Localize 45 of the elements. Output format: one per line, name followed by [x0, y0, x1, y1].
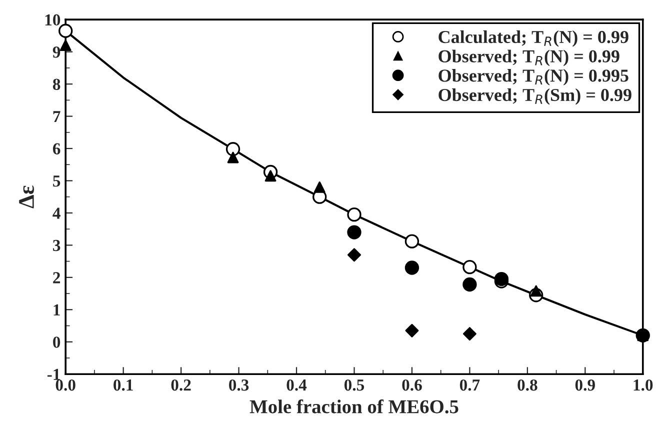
point [462, 277, 477, 292]
x-tick-label: 1.0 [634, 379, 653, 391]
y-tick-label: 6 [52, 143, 60, 154]
x-tick-label: 0.6 [402, 379, 422, 391]
point [462, 327, 476, 341]
y-tick-label: 5 [53, 176, 60, 187]
point [60, 40, 72, 52]
x-tick-label: 0.9 [575, 379, 595, 391]
x-axis-title: Mole fraction of ME6O.5 [250, 399, 458, 414]
y-tick-label: 9 [52, 46, 60, 58]
y-tick-label: 7 [53, 111, 60, 122]
y-tick-label: 3 [53, 240, 60, 252]
x-tick-label: 0.2 [171, 379, 191, 391]
y-axis-title: Δε [19, 186, 34, 208]
point [404, 260, 420, 275]
x-tick-label: 0.7 [460, 379, 480, 391]
point [227, 152, 239, 164]
x-tick-label: 0.5 [344, 379, 364, 391]
point [462, 260, 477, 274]
legend-label: Observed; T$_{R}$(Sm) = 0.99 [438, 88, 632, 105]
legend-label: Observed; T$_{R}$(N) = 0.99 [438, 50, 620, 66]
x-tick-label: 0.4 [286, 379, 307, 391]
point [348, 248, 361, 262]
point [58, 24, 73, 38]
x-tick-label: 0.3 [229, 379, 249, 391]
x-tick-label: 0.1 [114, 379, 133, 391]
x-tick-label: 0.8 [518, 379, 538, 391]
y-tick-label: 10 [45, 14, 60, 26]
y-tick-label: 2 [53, 272, 60, 284]
x-tick-label: 0.0 [56, 379, 76, 391]
point [405, 324, 419, 338]
y-tick-label: 1 [54, 304, 60, 316]
point [226, 142, 240, 156]
point [264, 170, 276, 182]
point [314, 181, 326, 193]
y-tick-label: 0 [53, 336, 60, 348]
y-tick-label: 8 [52, 78, 60, 90]
point [347, 225, 362, 240]
legend-label: Calculated; T$_{R}$(N) = 0.99 [438, 30, 628, 47]
legend-label: Observed; T$_{R}$(N) = 0.995 [438, 69, 628, 86]
y-tick-label: -1 [47, 368, 60, 380]
point [530, 285, 542, 297]
y-tick-label: 4 [52, 208, 60, 219]
point [404, 234, 420, 248]
point [347, 207, 362, 222]
